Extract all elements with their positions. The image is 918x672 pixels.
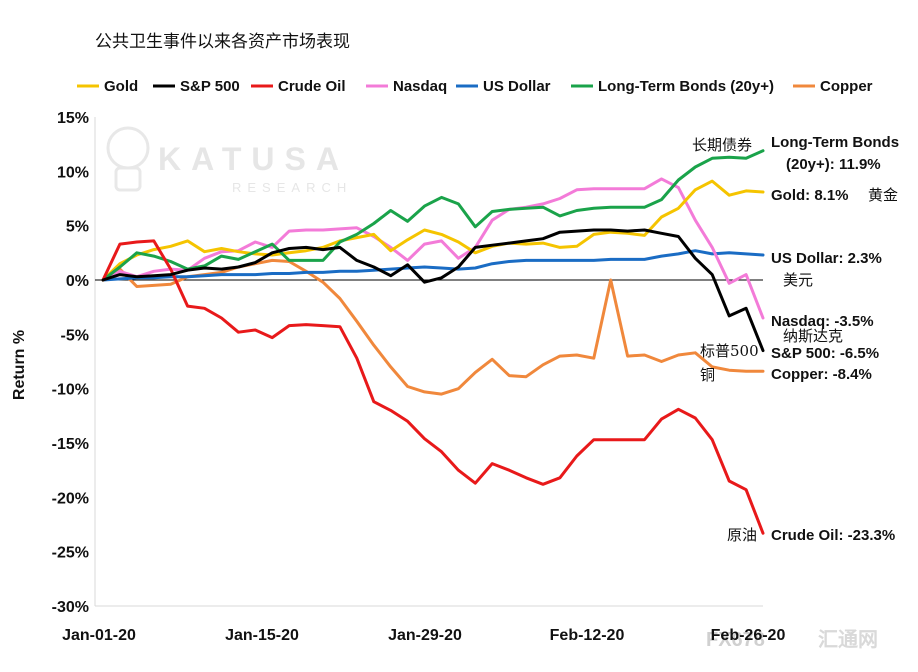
legend-item-long-term-bonds-20y: Long-Term Bonds (20y+) bbox=[571, 78, 774, 95]
end-label-copper: Copper: -8.4% 铜 bbox=[700, 366, 872, 384]
y-tick-label: 5% bbox=[66, 219, 89, 236]
watermark-bulb-base bbox=[114, 166, 142, 192]
end-label-cn: 标普500 bbox=[700, 342, 759, 360]
end-label-value: (20y+): 11.9% bbox=[786, 156, 881, 173]
legend-item-us-dollar: US Dollar bbox=[456, 78, 551, 95]
legend-label: US Dollar bbox=[483, 78, 551, 95]
watermark-sub: RESEARCH bbox=[232, 180, 352, 195]
x-tick-label: Feb-12-20 bbox=[550, 627, 625, 644]
series-line-gold bbox=[101, 179, 765, 282]
legend-label: Copper bbox=[820, 78, 873, 95]
end-label-value: Nasdaq: -3.5% bbox=[771, 313, 874, 330]
end-label-value: US Dollar: 2.3% bbox=[771, 250, 882, 267]
x-tick-label: Jan-29-20 bbox=[388, 627, 462, 644]
y-tick-label: -15% bbox=[52, 436, 89, 453]
legend-item-gold: Gold bbox=[77, 78, 138, 95]
end-label-value: S&P 500: -6.5% bbox=[771, 345, 879, 362]
y-tick-label: 15% bbox=[57, 110, 89, 127]
series-line-us-dollar bbox=[101, 249, 765, 282]
watermark-bulb-icon bbox=[106, 126, 150, 170]
y-tick-label: -20% bbox=[52, 490, 89, 507]
legend-item-nasdaq: Nasdaq bbox=[366, 78, 447, 95]
legend-label: S&P 500 bbox=[180, 78, 240, 95]
legend-item-crude-oil: Crude Oil bbox=[251, 78, 346, 95]
end-label-value: Crude Oil: -23.3% bbox=[771, 527, 895, 544]
legend-item-copper: Copper bbox=[793, 78, 873, 95]
legend-label: Gold bbox=[104, 78, 138, 95]
end-label-value: Long-Term Bonds bbox=[771, 134, 899, 151]
end-label-value: Gold: 8.1% bbox=[771, 187, 849, 204]
y-tick-label: -30% bbox=[52, 599, 89, 616]
end-label-cn: 铜 bbox=[700, 366, 715, 384]
end-label-crude-oil: Crude Oil: -23.3% 原油 bbox=[727, 526, 895, 544]
series-line-s-p-500 bbox=[101, 228, 765, 353]
end-label-gold: Gold: 8.1% 黄金 bbox=[771, 186, 898, 204]
end-label-cn: 黄金 bbox=[868, 186, 898, 204]
series-line-copper bbox=[101, 258, 765, 396]
end-label-cn: 长期债券 bbox=[692, 136, 752, 154]
end-label-value: Copper: -8.4% bbox=[771, 366, 872, 383]
y-tick-label: -25% bbox=[52, 545, 89, 562]
watermark-site-cn: 汇通网 bbox=[818, 627, 878, 651]
watermark-group: KATUSA RESEARCH FX678 汇通网 bbox=[106, 126, 878, 651]
x-tick-label: Jan-01-20 bbox=[62, 627, 136, 644]
end-label-cn: 美元 bbox=[783, 271, 813, 289]
watermark-site-code: FX678 bbox=[706, 629, 765, 651]
x-tick-label: Feb-26-20 bbox=[711, 627, 786, 644]
end-label-us-dollar: US Dollar: 2.3% 美元 bbox=[771, 250, 882, 289]
legend: Gold S&P 500 Crude Oil Nasdaq US Dollar Long-… bbox=[77, 78, 873, 95]
end-label-nasdaq: Nasdaq: -3.5%纳斯达克 bbox=[771, 313, 874, 345]
end-label-cn: 原油 bbox=[727, 526, 757, 544]
end-label-long-term-bonds-20y: Long-Term Bonds (20y+): 11.9% 长期债券 bbox=[692, 134, 899, 173]
chart-title: 公共卫生事件以来各资产市场表现 bbox=[95, 32, 350, 52]
series-line-long-term-bonds-20y bbox=[101, 149, 765, 282]
legend-label: Nasdaq bbox=[393, 78, 447, 95]
series-lines bbox=[101, 149, 765, 535]
legend-label: Long-Term Bonds (20y+) bbox=[598, 78, 774, 95]
end-labels: Long-Term Bonds (20y+): 11.9% 长期债券 Gold: 8.… bbox=[692, 134, 899, 544]
end-label-s-p-500: S&P 500: -6.5% 标普500 bbox=[700, 342, 879, 362]
watermark-brand: KATUSA bbox=[158, 141, 349, 177]
y-tick-label: 0% bbox=[66, 273, 89, 290]
y-tick-label: -10% bbox=[52, 382, 89, 399]
y-tick-label: -5% bbox=[61, 327, 89, 344]
x-tick-label: Jan-15-20 bbox=[225, 627, 299, 644]
y-axis-label: Return % bbox=[11, 330, 28, 400]
series-line-nasdaq bbox=[101, 177, 765, 320]
legend-label: Crude Oil bbox=[278, 78, 346, 95]
legend-item-s-p-500: S&P 500 bbox=[153, 78, 240, 95]
series-line-crude-oil bbox=[101, 239, 765, 535]
axes: 15% 10% 5% 0% -5% -10% -15% -20% -25% -30% Jan-01-… bbox=[52, 110, 786, 644]
end-label-cn: 纳斯达克 bbox=[783, 327, 843, 345]
y-tick-label: 10% bbox=[57, 164, 89, 181]
